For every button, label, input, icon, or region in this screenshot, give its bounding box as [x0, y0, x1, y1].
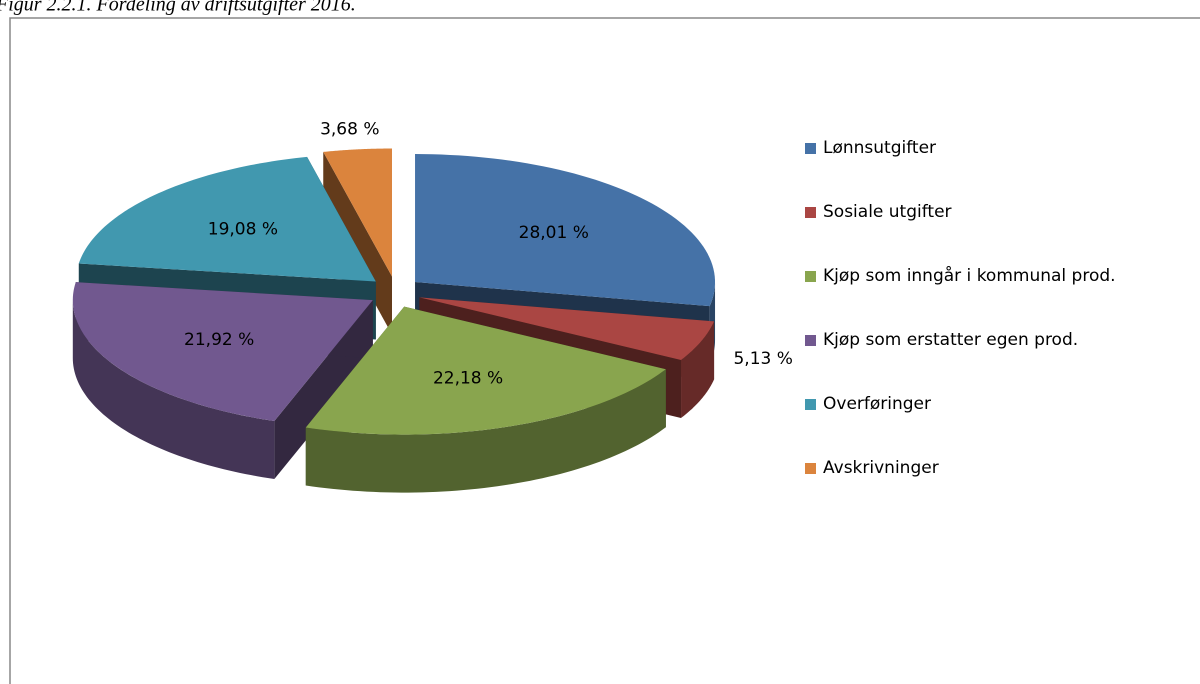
slice-wall: [72, 300, 275, 480]
data-label: 3,68 %: [320, 119, 379, 139]
slice-top: [415, 154, 716, 307]
legend-label: Avskrivninger: [823, 458, 939, 478]
legend-swatch: [805, 399, 816, 410]
data-label: 21,92 %: [184, 330, 254, 350]
legend-swatch: [805, 463, 816, 474]
slice-top: [323, 148, 393, 277]
legend-label: Kjøp som erstatter egen prod.: [823, 330, 1078, 350]
legend-swatch: [805, 271, 816, 282]
slice-top: [72, 282, 373, 422]
slice-top: [78, 156, 376, 282]
pie-slice: [72, 282, 373, 480]
legend-label: Overføringer: [823, 394, 931, 414]
legend-label: Lønnsutgifter: [823, 138, 936, 158]
slice-top: [419, 297, 715, 361]
data-label: 22,18 %: [433, 368, 503, 388]
slice-wall: [681, 321, 715, 419]
chart-title: Figur 2.2.1. Fordeling av driftsutgifter…: [0, 0, 356, 16]
slice-wall: [305, 369, 666, 493]
legend-label: Kjøp som inngår i kommunal prod.: [823, 265, 1116, 286]
data-label: 28,01 %: [519, 223, 589, 243]
data-label: 19,08 %: [208, 220, 278, 240]
legend-swatch: [805, 335, 816, 346]
legend-swatch: [805, 143, 816, 154]
slice-top: [305, 306, 666, 435]
legend-swatch: [805, 207, 816, 218]
data-label: 5,13 %: [733, 349, 792, 369]
pie-slice: [305, 306, 666, 493]
legend-label: Sosiale utgifter: [823, 202, 952, 222]
